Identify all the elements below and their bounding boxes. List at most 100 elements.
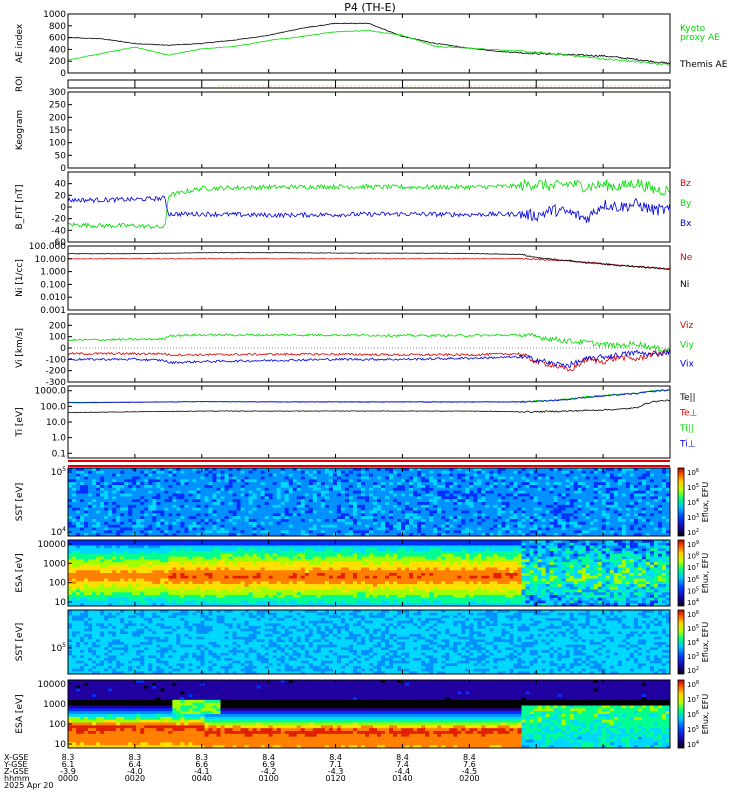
sst_e-cell (389, 487, 394, 491)
sst_e-cell (477, 507, 482, 511)
sst_e-cell (220, 487, 225, 491)
esa_e-cell (136, 551, 141, 555)
sst_e-cell (381, 496, 386, 500)
esa_e-cell (164, 553, 169, 557)
sst_e-cell (212, 507, 217, 511)
sst_e-cell (593, 479, 599, 483)
sst_e-cell (573, 507, 578, 511)
sst_e-cell (449, 479, 454, 483)
esa_e-cell (228, 595, 233, 599)
esa_e-cell (148, 595, 153, 599)
sst_e-cell (232, 521, 237, 525)
sst_e-cell (164, 490, 169, 494)
sst_e-cell (525, 530, 530, 534)
esa_e-cell (248, 570, 253, 574)
sst_e-frame (67, 467, 671, 537)
sst_e-cell (144, 487, 149, 491)
sst_e-cell (276, 479, 281, 483)
sst_e-cell (352, 496, 358, 500)
sst_e-cell (284, 513, 290, 517)
sst_e-cell (617, 527, 623, 531)
sst_e-cell (268, 504, 273, 508)
sst_e-cell (144, 527, 149, 531)
sst_e-cell (525, 476, 530, 480)
sst_e-cell (84, 502, 89, 506)
sst_e-cell (593, 502, 599, 506)
esa_e-cell (172, 540, 177, 544)
sst_e-cell (633, 521, 639, 525)
sst_e-cell (268, 490, 273, 494)
sst_e-cell (589, 521, 595, 525)
sst_e-cell (328, 476, 334, 480)
sst_e-cell (417, 516, 422, 520)
sst_e-cell (112, 473, 117, 477)
sst_e-cell (300, 470, 306, 474)
sst_e-cell (292, 502, 298, 506)
sst_e-cell (629, 533, 635, 537)
sst_e-cell (280, 493, 286, 497)
sst_e-cell (312, 513, 318, 517)
sst_e-cell (589, 490, 595, 494)
sst_e-cell (128, 493, 133, 497)
sst_e-cell (621, 530, 627, 534)
esa_e-cell (168, 540, 173, 544)
sst_e-cell (417, 470, 422, 474)
sst_e-cell (108, 527, 113, 531)
esa_e-cell (192, 595, 197, 599)
sst_e-cell (513, 496, 518, 500)
sst_e-cell (557, 496, 562, 500)
sst_e-cell (124, 499, 129, 503)
sst_e-cell (232, 524, 237, 528)
esa_e-cell (208, 573, 213, 577)
sst_e-cell (240, 470, 245, 474)
sst_e-cell (292, 487, 298, 491)
sst_e-cell (385, 533, 390, 537)
velocity-ylabel: Vi [km/s] (15, 328, 25, 368)
sst_e-cell (136, 533, 141, 537)
sst_e-cell (517, 493, 522, 497)
sst_e-cell (336, 473, 342, 477)
sst_e-cell (405, 479, 410, 483)
sst_e-cell (140, 487, 145, 491)
sst_e-cell (425, 493, 430, 497)
sst_e-cell (405, 476, 410, 480)
sst_e-cell (84, 499, 89, 503)
sst_e-cell (389, 513, 394, 517)
sst_e-cell (405, 504, 410, 508)
sst_e-cell (597, 490, 603, 494)
sst_e-cell (645, 468, 651, 472)
esa_e-cell (96, 562, 101, 566)
sst_e-cell (284, 485, 290, 489)
sst_e-cell (236, 482, 241, 486)
esa_e-cell (152, 553, 157, 557)
esa_e-cell (100, 559, 105, 563)
sst_e-cell (180, 499, 185, 503)
sst_e-cell (461, 504, 466, 508)
esa_e-cell (108, 592, 113, 596)
sst_e-cell (228, 496, 233, 500)
sst_e-cell (561, 507, 566, 511)
esa_e-cell (88, 586, 93, 590)
esa_e-cell (248, 551, 253, 555)
esa_e-cell (84, 553, 89, 557)
esa_e-cell (120, 581, 125, 585)
sst_e-cell (485, 476, 490, 480)
sst_e-cell (629, 487, 635, 491)
sst_e-cell (168, 485, 173, 489)
sst_e-cell (128, 482, 133, 486)
sst_e-cell (605, 487, 611, 491)
sst_e-cell (76, 533, 81, 537)
sst_e-cell (505, 527, 510, 531)
sst_e-cell (76, 527, 81, 531)
sst_e-cell (180, 470, 185, 474)
sst_e-cell (569, 499, 574, 503)
sst_e-cell (196, 490, 201, 494)
esa_e-cell (84, 581, 89, 585)
sst_e-cell (196, 516, 201, 520)
sst_e-cell (116, 504, 121, 508)
sst_e-cell (549, 493, 554, 497)
esa_e-cell (200, 597, 205, 601)
sst_e-cell (437, 496, 442, 500)
sst_e-cell (385, 510, 390, 514)
